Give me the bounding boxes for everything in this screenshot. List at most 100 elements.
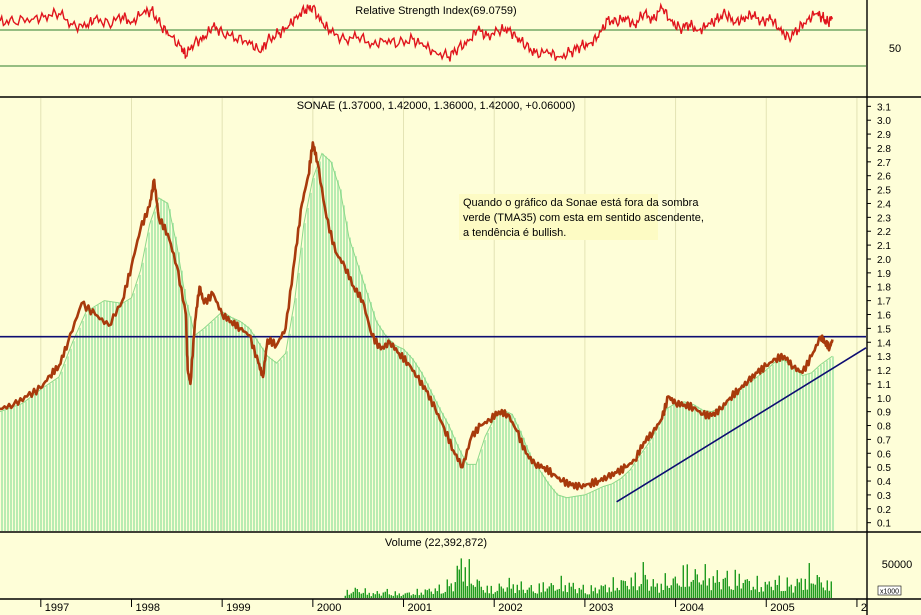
tma35-bar xyxy=(298,272,300,531)
volume-bar xyxy=(414,594,416,598)
volume-bar xyxy=(360,593,362,598)
tma35-bar xyxy=(313,178,315,531)
volume-bar xyxy=(562,591,564,598)
tma35-bar xyxy=(505,411,507,531)
volume-bar xyxy=(674,576,676,598)
volume-bar xyxy=(624,581,626,598)
note-box xyxy=(459,194,658,240)
tma35-bar xyxy=(457,444,459,531)
tma35-bar xyxy=(793,366,795,531)
volume-bar xyxy=(398,593,400,598)
tma35-bar xyxy=(34,394,36,531)
price-tick-label: 1.5 xyxy=(877,324,891,335)
volume-bar xyxy=(620,580,622,598)
volume-bar xyxy=(686,564,688,598)
volume-bar xyxy=(480,586,482,598)
tma35-bar xyxy=(601,487,603,531)
volume-bar xyxy=(508,577,510,598)
price-tick-label: 2.1 xyxy=(877,241,891,252)
tma35-bar xyxy=(175,236,177,532)
volume-bar xyxy=(476,579,478,598)
tma35-bar xyxy=(433,395,435,531)
volume-bar xyxy=(654,586,656,598)
tma35-bar xyxy=(481,449,483,531)
tma35-bar xyxy=(649,442,651,531)
volume-bar xyxy=(704,564,706,598)
tma35-bar xyxy=(823,362,825,531)
price-tick-label: 2.0 xyxy=(877,255,891,266)
tma35-bar xyxy=(709,411,711,531)
volume-bar xyxy=(390,595,392,598)
volume-bar xyxy=(606,592,608,598)
tma35-bar xyxy=(331,161,333,531)
volume-bar xyxy=(496,590,498,598)
volume-bar xyxy=(632,586,634,598)
tma35-bar xyxy=(196,334,198,531)
tma35-bar xyxy=(517,424,519,531)
volume-bar xyxy=(506,587,508,598)
volume-bar xyxy=(634,572,636,598)
tma35-bar xyxy=(40,390,42,531)
tma35-bar xyxy=(418,367,420,531)
volume-bar xyxy=(372,593,374,598)
tma35-bar xyxy=(475,464,477,531)
tma35-bar xyxy=(469,464,471,531)
tma35-bar xyxy=(301,247,303,531)
volume-bar xyxy=(770,586,772,598)
volume-bar xyxy=(734,569,736,598)
tma35-bar xyxy=(778,361,780,531)
volume-bar xyxy=(412,594,414,598)
volume-bar xyxy=(348,594,350,598)
volume-bar xyxy=(362,592,364,598)
volume-bar xyxy=(712,576,714,598)
volume-bar xyxy=(392,595,394,598)
volume-bar xyxy=(756,575,758,598)
tma35-bar xyxy=(391,341,393,531)
tma35-bar xyxy=(145,247,147,531)
time-tick-label: 1998 xyxy=(135,602,159,614)
tma35-bar xyxy=(328,159,330,531)
tma35-bar xyxy=(199,332,201,531)
tma35-bar xyxy=(820,365,822,531)
volume-bar xyxy=(696,574,698,598)
tma35-bar xyxy=(514,417,516,531)
price-tick-label: 1.9 xyxy=(877,269,891,280)
time-tick-label: 2000 xyxy=(317,602,341,614)
tma35-bar xyxy=(151,220,153,531)
volume-bar xyxy=(376,591,378,598)
volume-bar xyxy=(690,581,692,598)
tma35-bar xyxy=(625,474,627,531)
volume-bar xyxy=(450,583,452,598)
tma35-bar xyxy=(142,262,144,531)
tma35-bar xyxy=(598,488,600,531)
volume-bar xyxy=(470,583,472,598)
volume-bar xyxy=(382,592,384,598)
volume-bar xyxy=(808,563,810,598)
tma35-bar xyxy=(592,491,594,531)
tma35-bar xyxy=(427,383,429,531)
tma35-bar xyxy=(595,490,597,531)
volume-bar xyxy=(356,588,358,598)
tma35-bar xyxy=(184,289,186,531)
volume-bar xyxy=(546,588,548,598)
tma35-bar xyxy=(802,375,804,531)
price-tick-label: 1.6 xyxy=(877,311,891,322)
volume-bar xyxy=(636,590,638,598)
note-line-3: a tendência é bullish. xyxy=(463,227,566,239)
price-tick-label: 3.1 xyxy=(877,102,891,113)
volume-bar xyxy=(542,582,544,598)
tma35-bar xyxy=(118,302,120,531)
tma35-bar xyxy=(46,385,48,531)
volume-bar xyxy=(576,593,578,598)
volume-bar xyxy=(516,584,518,598)
volume-bar xyxy=(568,582,570,598)
tma35-bar xyxy=(817,367,819,531)
tma35-bar xyxy=(826,360,828,531)
tma35-bar xyxy=(688,402,690,531)
tma35-bar xyxy=(316,169,318,531)
tma35-bar xyxy=(538,467,540,531)
volume-bar xyxy=(722,578,724,598)
volume-bar xyxy=(500,586,502,598)
volume-bar xyxy=(684,586,686,598)
